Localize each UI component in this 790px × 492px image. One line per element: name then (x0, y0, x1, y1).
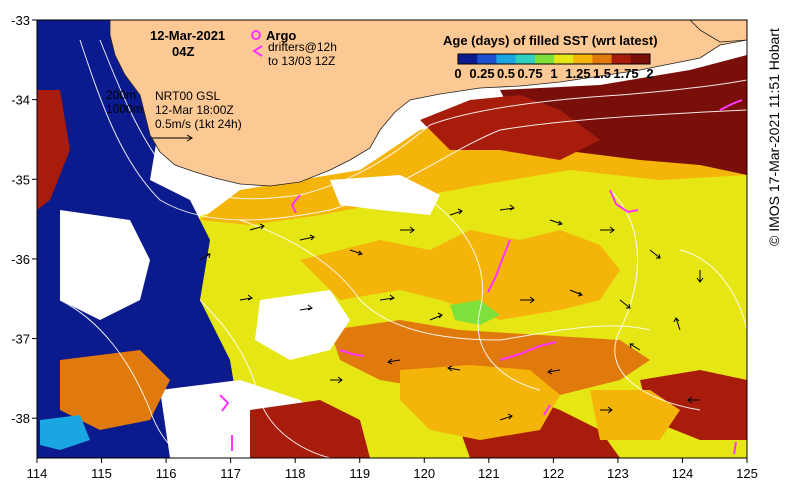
lat-tick-label: -34 (11, 93, 30, 108)
region-green-patch (450, 300, 500, 325)
region-red-sw (250, 400, 370, 458)
drifters-sub-label: to 13/03 12Z (268, 54, 335, 68)
colorbar-swatch (515, 54, 536, 64)
colorbar (457, 53, 651, 65)
colorbar-tick-label: 1 (550, 66, 557, 81)
current-source-label: NRT00 GSL (155, 89, 220, 103)
lat-tick-label: -38 (11, 411, 30, 426)
region-cyan-patch (40, 415, 90, 450)
lon-tick-label: 122 (543, 466, 565, 481)
bathymetry-contours (59, 39, 747, 458)
lon-tick-label: 115 (91, 466, 112, 481)
lon-tick-label: 121 (478, 466, 500, 481)
colorbar-tick-label: 0.25 (469, 66, 494, 81)
colorbar-swatch (534, 54, 555, 64)
region-white-west (60, 210, 150, 320)
lat-axis: -33 -34 -35 -36 -37 -38 (11, 13, 37, 426)
region-white-north (330, 175, 440, 215)
region-orange-sw (400, 365, 560, 440)
colorbar-tick-label: 1.75 (613, 66, 638, 81)
lon-tick-label: 125 (736, 466, 758, 481)
drifters-label: drifters@12h (268, 40, 337, 54)
colorbar-tick-label: 1.5 (593, 66, 611, 81)
colorbar-tick-label: 0.5 (497, 66, 515, 81)
lon-tick-label: 119 (349, 466, 370, 481)
colorbar-frame (457, 53, 651, 65)
drifter-tracks (219, 99, 743, 455)
drifter-marker-icon (252, 45, 263, 57)
argo-marker-icon (251, 30, 261, 40)
bathy-1000-label: 1000m (106, 102, 143, 116)
lat-tick-label: -37 (11, 332, 30, 347)
bathy-200-label: 200m (106, 88, 136, 102)
lat-tick-label: -35 (11, 172, 30, 187)
current-time-label: 12-Mar 18:00Z (155, 103, 234, 117)
colorbar-ticks: 0 0.25 0.5 0.75 1 1.25 1.5 1.75 2 (454, 66, 653, 81)
colorbar-swatch (630, 54, 651, 64)
colorbar-swatch (592, 54, 613, 64)
lon-tick-label: 117 (220, 466, 241, 481)
title-date: 12-Mar-2021 (150, 28, 225, 43)
lon-tick-label: 124 (672, 466, 694, 481)
colorbar-swatch (611, 54, 632, 64)
colorbar-swatch (554, 54, 574, 64)
region-red-west-edge (37, 90, 70, 210)
plot-frame (36, 19, 748, 459)
region-orange-sw-coast (60, 350, 170, 430)
title-time: 04Z (172, 44, 194, 59)
argo-label: Argo (266, 28, 296, 43)
lon-tick-label: 116 (156, 466, 177, 481)
current-vectors (199, 204, 704, 421)
lon-tick-label: 114 (27, 466, 48, 481)
colorbar-title: Age (days) of filled SST (wrt latest) (443, 33, 658, 48)
lon-axis: 114 115 116 117 118 119 120 121 122 123 124 125 (27, 458, 758, 481)
colorbar-swatch (477, 54, 497, 64)
current-scale-arrow (152, 134, 193, 142)
colorbar-swatch (496, 54, 517, 64)
region-orange-central (300, 230, 620, 320)
lon-tick-label: 123 (607, 466, 629, 481)
sst-age-field (37, 20, 747, 458)
colorbar-swatch (458, 54, 478, 64)
colorbar-tick-label: 2 (646, 66, 653, 81)
region-white-central (255, 290, 350, 360)
colorbar-tick-label: 1.25 (565, 66, 590, 81)
colorbar-tick-label: 0 (454, 66, 461, 81)
colorbar-tick-label: 0.75 (517, 66, 542, 81)
lat-tick-label: -36 (11, 252, 30, 267)
credit-text: © IMOS 17-Mar-2021 11:51 Hobart (766, 28, 782, 246)
lon-tick-label: 118 (285, 466, 306, 481)
current-scale-label: 0.5m/s (1kt 24h) (155, 117, 242, 131)
colorbar-swatch (573, 54, 593, 64)
land-east-coast (689, 20, 747, 43)
lat-tick-label: -33 (11, 13, 30, 28)
region-orange-east (590, 390, 680, 440)
lon-tick-label: 120 (413, 466, 435, 481)
region-red-shelf (420, 95, 600, 160)
